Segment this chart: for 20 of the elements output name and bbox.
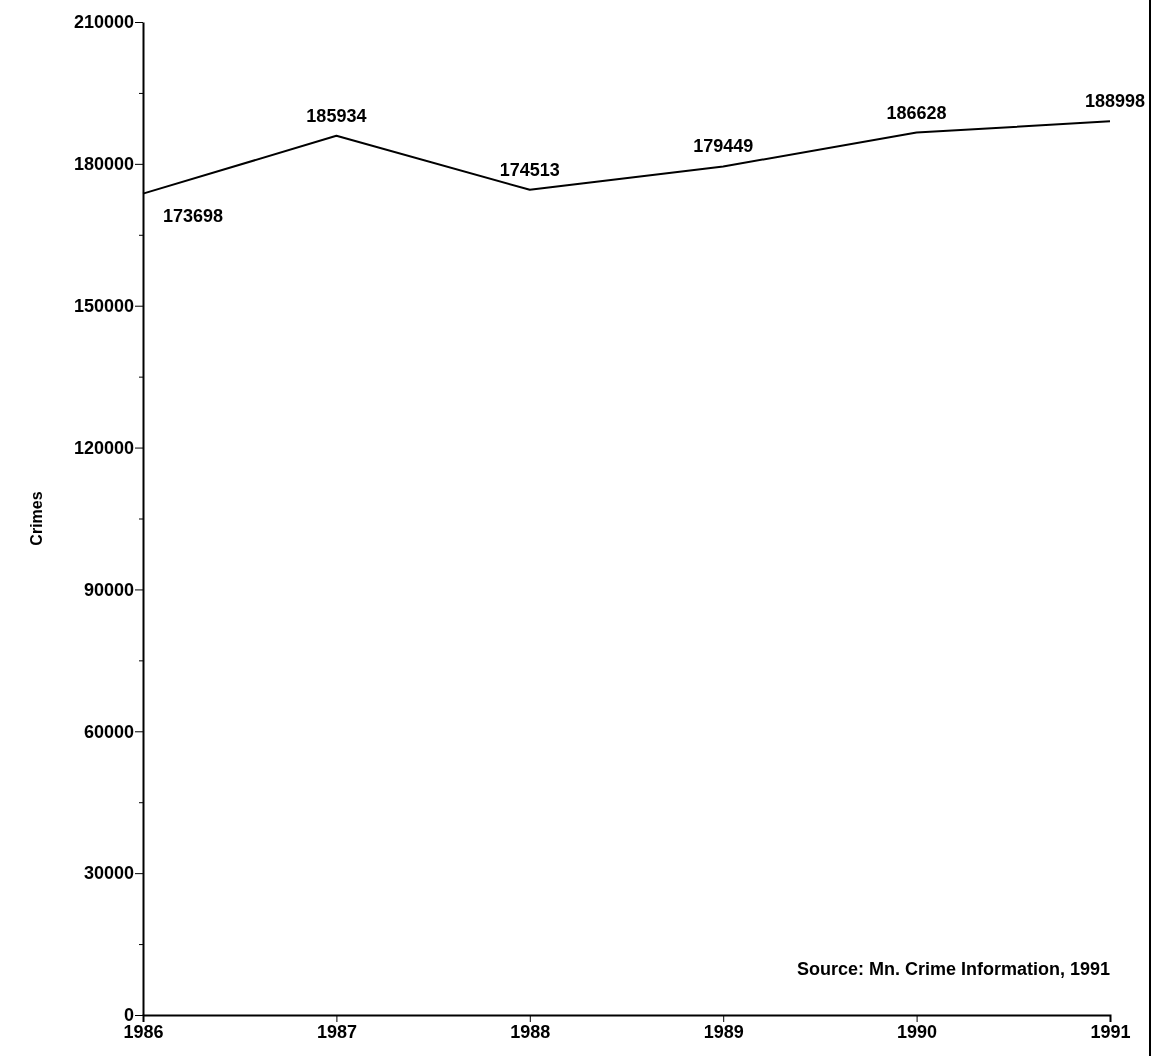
annotation: Source: Mn. Crime Information, 1991 [796,959,1110,979]
data-label: 179449 [693,136,754,157]
y-tick-label: 120000 [73,437,134,458]
y-tick-label: 150000 [73,295,134,316]
x-tick-label: 1991 [1090,1021,1131,1042]
data-label: 188998 [1084,91,1146,112]
y-tick-label: 30000 [83,863,134,884]
y-tick-label: 60000 [83,721,134,742]
y-tick-label: 180000 [73,154,134,175]
data-label: 174513 [499,159,560,180]
y-tick-label: 210000 [73,12,134,33]
x-tick-label: 1987 [316,1021,357,1042]
x-tick-label: 1988 [510,1021,551,1042]
x-tick-label: 1989 [703,1021,744,1042]
x-tick-label: 1990 [897,1021,938,1042]
data-label: 173698 [162,205,224,226]
y-axis-title: Crimes [28,491,45,546]
y-tick-label: 90000 [83,579,134,600]
data-label: 186628 [886,102,947,123]
data-label: 185934 [306,105,367,126]
